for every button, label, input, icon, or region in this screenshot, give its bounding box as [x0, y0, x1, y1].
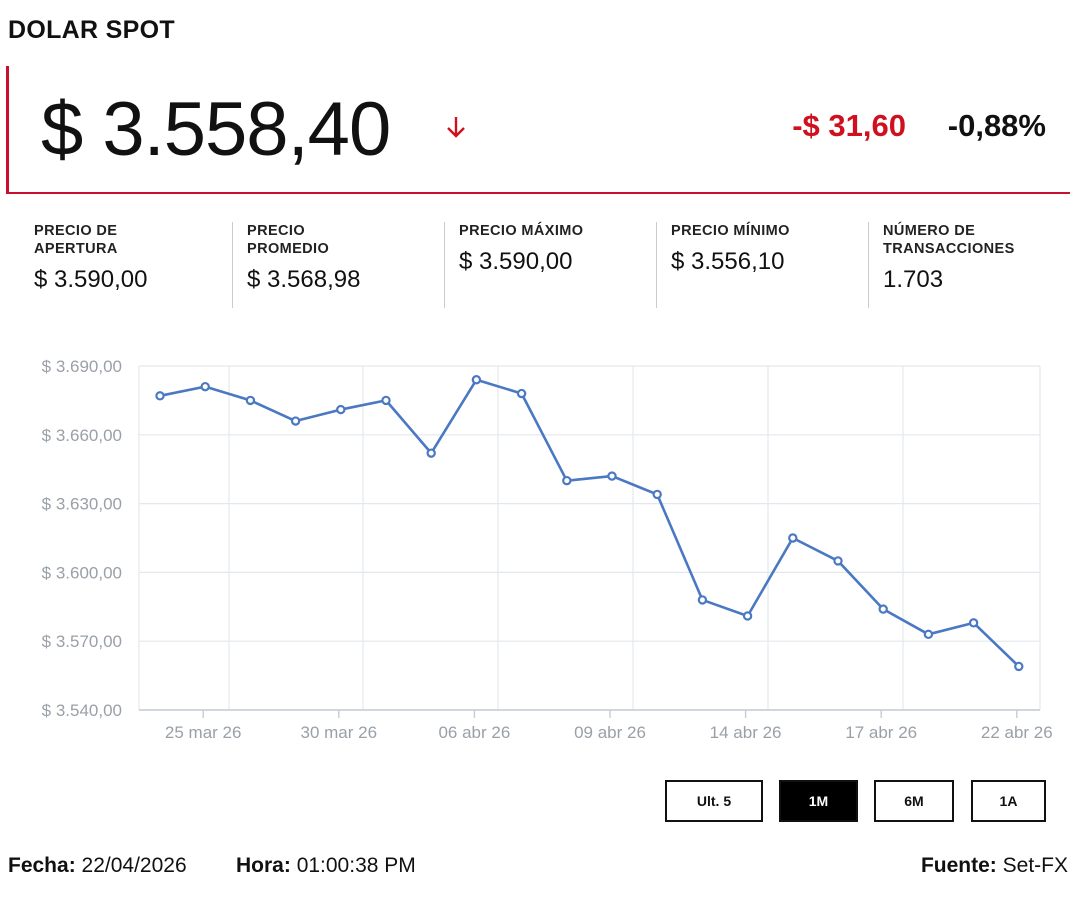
current-price: $ 3.558,40 [41, 87, 391, 172]
date-label: Fecha: [8, 854, 76, 877]
stat-label: PRECIO DE APERTURA [34, 223, 118, 257]
data-point [923, 629, 934, 640]
data-point [426, 448, 436, 458]
data-point [290, 416, 301, 426]
stat-label: PRECIO MÁXIMO [459, 223, 584, 239]
price-panel: $ 3.558,40 -$ 31,60 -0,88% [6, 66, 1070, 194]
arrow-down-icon [447, 117, 465, 138]
stat-value: 1.703 [883, 266, 944, 293]
source-label: Fuente: [920, 854, 997, 877]
data-point [878, 604, 888, 614]
data-point [968, 618, 979, 628]
data-point [562, 475, 572, 486]
data-point [200, 381, 210, 392]
x-tick-label: 14 abr 26 [710, 723, 782, 742]
x-tick-label: 09 abr 26 [574, 723, 646, 742]
data-point [336, 404, 346, 415]
data-point [652, 489, 662, 500]
y-tick-label: $ 3.540,00 [42, 701, 122, 720]
date-value: 22/04/2026 [81, 854, 187, 877]
y-tick-label: $ 3.600,00 [42, 563, 122, 582]
stats-row: PRECIO DE APERTURA $ 3.590,00 PRECIO PRO… [20, 222, 1080, 308]
x-tick-label: 22 abr 26 [981, 723, 1053, 742]
range-button-1m[interactable]: 1M [779, 780, 858, 822]
x-tick-label: 30 mar 26 [301, 723, 378, 742]
stat-max-price: PRECIO MÁXIMO $ 3.590,00 [444, 222, 656, 308]
data-point [471, 375, 482, 385]
x-tick-label: 25 mar 26 [165, 723, 242, 742]
data-point [516, 388, 527, 399]
range-button-6m[interactable]: 6M [874, 780, 954, 822]
stat-transactions: NÚMERO DE TRANSACCIONES 1.703 [868, 222, 1080, 308]
stat-label: PRECIO MÍNIMO [671, 223, 790, 239]
footer-time: Hora: 01:00:38 PM [236, 854, 416, 878]
price-change-percent: -0,88% [947, 108, 1046, 143]
footer-date: Fecha: 22/04/2026 [8, 854, 187, 878]
data-point [381, 395, 391, 406]
price-change: -$ 31,60 [792, 108, 906, 143]
stat-value: $ 3.568,98 [247, 266, 361, 293]
data-point [788, 533, 798, 543]
data-point [697, 595, 708, 605]
data-point [155, 391, 165, 401]
stat-label: NÚMERO DE TRANSACCIONES [883, 223, 1015, 257]
stat-value: $ 3.590,00 [34, 266, 148, 293]
time-label: Hora: [236, 854, 291, 877]
data-point [245, 395, 256, 406]
stat-opening-price: PRECIO DE APERTURA $ 3.590,00 [20, 222, 232, 308]
x-tick-label: 06 abr 26 [438, 723, 510, 742]
data-point [607, 471, 617, 481]
range-button-1a[interactable]: 1A [971, 780, 1046, 822]
stat-label: PRECIO PROMEDIO [247, 223, 330, 257]
price-line-chart: $ 3.690,00 $ 3.660,00 $ 3.630,00 $ 3.600,00… [42, 357, 1053, 742]
y-tick-label: $ 3.660,00 [42, 426, 122, 445]
stat-min-price: PRECIO MÍNIMO $ 3.556,10 [656, 222, 868, 308]
footer-source: Fuente: Set-FX [921, 854, 1068, 878]
stat-value: $ 3.590,00 [459, 248, 573, 275]
y-tick-label: $ 3.630,00 [42, 495, 122, 514]
page-title: DOLAR SPOT [8, 16, 175, 44]
time-value: 01:00:38 PM [296, 854, 416, 877]
data-point [833, 556, 843, 566]
range-button-last5[interactable]: Ult. 5 [665, 780, 763, 822]
y-tick-label: $ 3.690,00 [42, 357, 122, 376]
source-value: Set-FX [1002, 854, 1068, 877]
y-tick-label: $ 3.570,00 [42, 632, 122, 651]
data-point [742, 611, 753, 621]
stat-value: $ 3.556,10 [671, 248, 785, 275]
series-line [159, 378, 1020, 668]
stat-average-price: PRECIO PROMEDIO $ 3.568,98 [232, 222, 444, 308]
x-tick-label: 17 abr 26 [845, 723, 917, 742]
data-point [1014, 661, 1024, 672]
